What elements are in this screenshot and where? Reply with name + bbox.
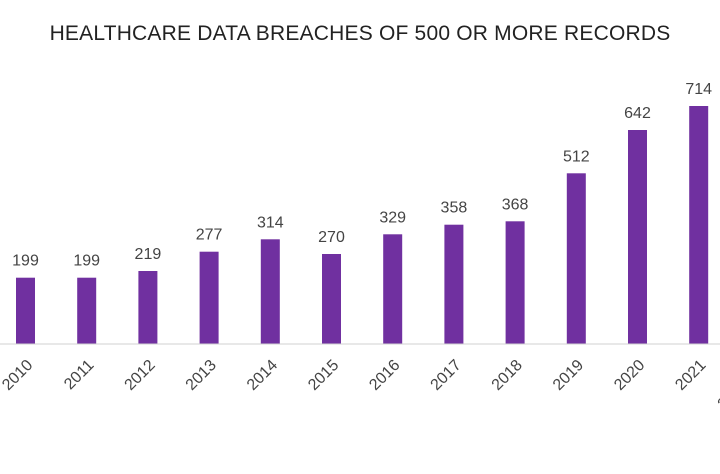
data-label-2016: 329 xyxy=(379,209,406,226)
data-label-2021: 714 xyxy=(685,81,712,98)
bar-2013 xyxy=(199,251,219,344)
x-tick-label: 2011 xyxy=(61,357,97,393)
x-tick-label: 2010 xyxy=(0,357,36,394)
x-tick-label: 2014 xyxy=(244,357,281,394)
data-label-2011: 199 xyxy=(73,253,100,270)
data-label-2018: 368 xyxy=(502,196,529,213)
bar-2015 xyxy=(322,254,341,344)
data-label-2013: 277 xyxy=(196,227,223,244)
x-tick-label: 2015 xyxy=(305,357,342,394)
data-label-2012: 219 xyxy=(135,246,162,263)
data-label-2019: 512 xyxy=(563,148,590,165)
x-tick-label: 2017 xyxy=(428,357,465,394)
x-tick-label: 2016 xyxy=(366,357,403,394)
x-tick-label: 2013 xyxy=(183,357,220,394)
bars-group xyxy=(16,106,709,344)
x-tick-label: 2018 xyxy=(489,357,526,394)
bar-2012 xyxy=(138,271,158,344)
x-tick-label: 2022 (Ja xyxy=(715,357,720,413)
x-tick-label: 2012 xyxy=(122,357,159,394)
bar-2017 xyxy=(444,224,464,344)
x-tick-labels-group: 2010 2011 2012 2013 2014 2015 2016 2017 2018 2019… xyxy=(0,357,720,413)
bar-2019 xyxy=(566,173,586,344)
bar-2021 xyxy=(689,106,709,344)
chart-title: HEALTHCARE DATA BREACHES OF 500 OR MORE … xyxy=(49,22,671,45)
x-tick-label: 2019 xyxy=(550,357,587,394)
data-label-2014: 314 xyxy=(257,214,284,231)
data-labels-group: 199 199 219 277 314 270 329 358 368 512 642 714 xyxy=(12,81,712,270)
bar-2011 xyxy=(77,277,97,344)
data-label-2015: 270 xyxy=(318,229,345,246)
bar-2016 xyxy=(383,234,403,344)
bar-2018 xyxy=(505,221,525,344)
data-label-2010: 199 xyxy=(12,253,39,270)
data-label-2020: 642 xyxy=(624,105,651,122)
x-tick-label: 2020 xyxy=(611,357,648,394)
bar-2014 xyxy=(260,239,280,344)
data-label-2017: 358 xyxy=(441,200,468,217)
x-tick-label: 2021 xyxy=(672,357,709,394)
bar-2010 xyxy=(16,277,35,344)
bar-2020 xyxy=(628,130,647,344)
